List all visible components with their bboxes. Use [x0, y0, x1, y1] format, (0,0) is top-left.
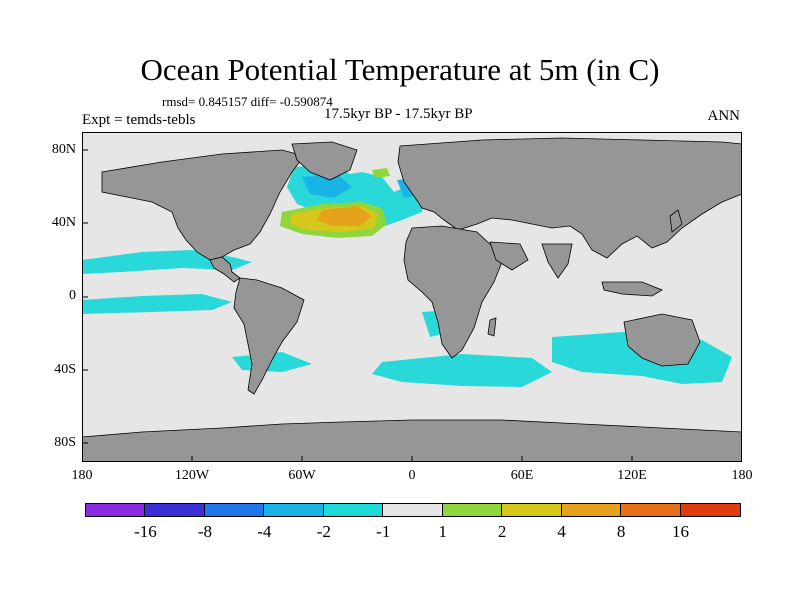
land-india	[541, 243, 573, 279]
colorbar-label: -1	[376, 522, 391, 541]
lon-label-60e: 60E	[510, 468, 534, 483]
land-madagascar	[487, 317, 497, 337]
colorbar-swatch	[85, 503, 147, 517]
colorbar-swatch	[679, 503, 742, 517]
colorbar-swatch	[441, 503, 504, 517]
lat-label-0: 0	[69, 288, 76, 303]
colorbar-swatch	[203, 503, 266, 517]
map-title: Ocean Potential Temperature at 5m (in C)	[140, 52, 660, 87]
colorbar-swatch	[501, 503, 564, 517]
land-south-america	[233, 277, 305, 395]
land-arabia	[489, 241, 529, 271]
lon-label-180-west: 180	[71, 468, 93, 483]
lon-label-60w: 60W	[288, 468, 316, 483]
colorbar-label: -8	[197, 522, 212, 541]
land-greenland	[291, 141, 358, 181]
lat-label-40s: 40S	[54, 362, 76, 377]
experiment-label: Expt = temds-tebls	[82, 112, 196, 128]
lon-label-180-east: 180	[731, 468, 753, 483]
land-north-america	[101, 149, 305, 261]
lon-label-120e: 120E	[617, 468, 647, 483]
colorbar-swatch	[322, 503, 385, 517]
stats-text: rmsd= 0.845157 diff= -0.590874	[162, 94, 333, 109]
land-masses	[82, 137, 742, 462]
colorbar-label: 4	[557, 522, 566, 541]
colorbar-swatch	[144, 503, 207, 517]
colorbar-swatch	[382, 503, 445, 517]
anomaly-labrador-blue	[302, 174, 352, 198]
map-ticks	[82, 149, 633, 462]
ocean-temperature-map	[82, 132, 742, 462]
colorbar-swatch	[620, 503, 683, 517]
colorbar-label: -16	[134, 522, 157, 541]
colorbar-label: 16	[672, 522, 690, 541]
land-eurasia	[397, 137, 742, 259]
colorbar-label: 2	[497, 522, 507, 541]
lat-label-80s: 80S	[54, 435, 76, 450]
colorbar-swatch	[560, 503, 623, 517]
colorbar-label: 1	[438, 522, 447, 541]
anomaly-small-green-spot	[372, 168, 390, 178]
colorbar-label: -2	[316, 522, 331, 541]
land-australia	[623, 313, 701, 367]
land-indonesia	[601, 281, 663, 297]
lat-label-80n: 80N	[51, 142, 76, 157]
lon-label-120w: 120W	[174, 468, 210, 483]
positive-anomaly-patches	[280, 168, 390, 238]
land-japan	[669, 209, 683, 233]
season-label: ANN	[707, 108, 741, 124]
period-text: 17.5kyr BP - 17.5kyr BP	[324, 106, 473, 122]
lat-label-40n: 40N	[51, 215, 76, 230]
anomaly-south-atlantic-band	[372, 354, 552, 387]
anomaly-tropical-pacific-band	[82, 294, 232, 314]
lon-label-0: 0	[408, 468, 416, 483]
anomaly-atlantic-orange	[317, 206, 372, 226]
colorbar-label: -4	[257, 522, 272, 541]
land-antarctica	[82, 419, 742, 462]
colorbar-label: 8	[616, 522, 626, 541]
colorbar-swatch	[263, 503, 326, 517]
